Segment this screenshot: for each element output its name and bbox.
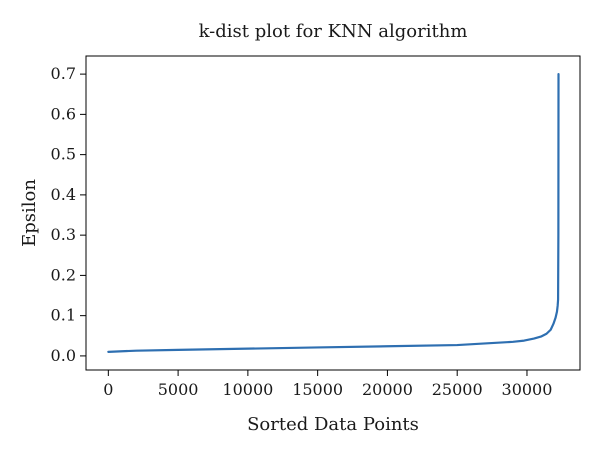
y-tick-label: 0.3 [51,225,76,244]
y-axis: 0.0 0.1 0.2 0.3 0.4 0.5 0.6 0.7 [51,64,86,365]
y-tick-label: 0.5 [51,145,76,164]
series-line [107,73,560,353]
chart-title: k-dist plot for KNN algorithm [199,21,468,42]
x-tick-label: 5000 [158,380,199,399]
y-tick-label: 0.2 [51,265,76,284]
x-tick-label: 20000 [362,380,413,399]
x-tick-label: 10000 [222,380,273,399]
y-tick-label: 0.6 [51,104,76,123]
x-axis: 0 5000 10000 15000 20000 25000 30000 [103,370,552,399]
y-tick-label: 0.1 [51,306,76,325]
x-tick-label: 15000 [292,380,343,399]
x-axis-label: Sorted Data Points [247,414,419,435]
y-tick-label: 0.0 [51,346,76,365]
y-tick-label: 0.4 [51,185,76,204]
y-axis-label: Epsilon [19,179,40,247]
y-tick-label: 0.7 [51,64,76,83]
x-tick-label: 0 [103,380,113,399]
plot-frame [85,55,581,371]
x-tick-label: 30000 [502,380,553,399]
x-tick-label: 25000 [432,380,483,399]
